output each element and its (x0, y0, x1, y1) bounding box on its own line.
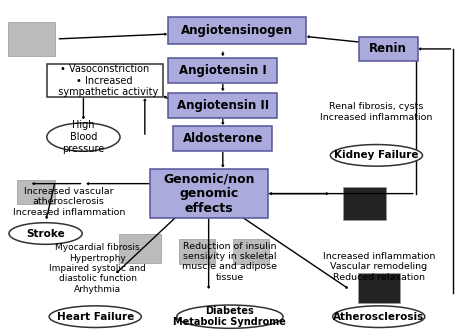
Text: High
Blood
pressure: High Blood pressure (62, 121, 105, 154)
Ellipse shape (177, 305, 283, 328)
FancyBboxPatch shape (343, 187, 386, 220)
Ellipse shape (330, 145, 422, 166)
Text: Myocardial fibrosis
Hypertrophy
Impaired systolic and
diastolic function
Arhythm: Myocardial fibrosis Hypertrophy Impaired… (49, 243, 146, 294)
Text: Angiotensin I: Angiotensin I (179, 64, 267, 77)
FancyBboxPatch shape (168, 93, 277, 118)
Text: Angiotensin II: Angiotensin II (177, 99, 269, 112)
FancyBboxPatch shape (168, 58, 277, 83)
Text: Increased vascular
atherosclerosis
Increased inflammation: Increased vascular atherosclerosis Incre… (12, 187, 125, 217)
Ellipse shape (9, 223, 82, 244)
FancyBboxPatch shape (17, 180, 55, 204)
FancyBboxPatch shape (179, 239, 215, 264)
Ellipse shape (47, 123, 120, 151)
Text: Stroke: Stroke (26, 228, 65, 238)
Ellipse shape (333, 306, 425, 327)
FancyBboxPatch shape (173, 126, 273, 151)
FancyBboxPatch shape (168, 17, 306, 44)
FancyBboxPatch shape (119, 233, 161, 264)
Text: Renin: Renin (369, 42, 407, 55)
Text: Reduction of insulin
sensivity in skeletal
muscle and adipose
tissue: Reduction of insulin sensivity in skelet… (182, 242, 277, 282)
Text: • Vasoconstriction
• Increased
  sympathetic activity: • Vasoconstriction • Increased sympathet… (52, 64, 158, 97)
FancyBboxPatch shape (359, 37, 418, 61)
Text: Kidney Failure: Kidney Failure (334, 150, 419, 160)
FancyBboxPatch shape (234, 239, 269, 264)
FancyBboxPatch shape (8, 22, 55, 55)
Text: Aldosterone: Aldosterone (182, 132, 263, 145)
FancyBboxPatch shape (357, 274, 400, 303)
Ellipse shape (49, 306, 141, 327)
Text: Atherosclerosis: Atherosclerosis (333, 312, 424, 322)
Text: Diabetes
Metabolic Syndrome: Diabetes Metabolic Syndrome (173, 306, 286, 327)
FancyBboxPatch shape (150, 169, 268, 218)
FancyBboxPatch shape (47, 64, 163, 97)
Text: Increased inflammation
Vascular remodeling
Reduced relaxation: Increased inflammation Vascular remodeli… (323, 252, 435, 282)
Text: Angiotensinogen: Angiotensinogen (181, 24, 293, 37)
Text: Renal fibrosis, cysts
Increased inflammation: Renal fibrosis, cysts Increased inflamma… (320, 103, 433, 122)
Text: Genomic/non
genomic
effects: Genomic/non genomic effects (163, 172, 255, 215)
Text: Heart Failure: Heart Failure (56, 312, 134, 322)
